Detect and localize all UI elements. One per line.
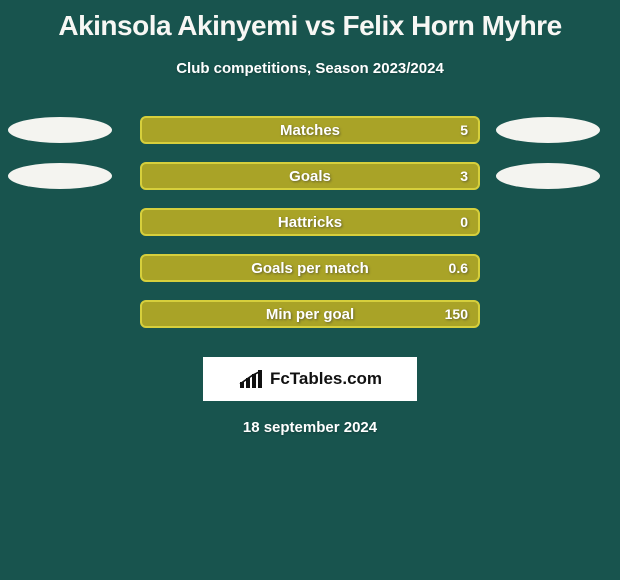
stat-label: Matches (280, 122, 340, 139)
stat-row: Goals per match 0.6 (0, 245, 620, 291)
stat-value: 0 (460, 214, 468, 230)
stat-label: Goals (289, 168, 331, 185)
stats-container: Matches 5 Goals 3 Hattricks 0 Goals per match 0… (0, 107, 620, 337)
bar-chart-icon (238, 368, 264, 390)
stat-row: Matches 5 (0, 107, 620, 153)
stat-row: Goals 3 (0, 153, 620, 199)
date-text: 18 september 2024 (0, 419, 620, 436)
stat-value: 5 (460, 122, 468, 138)
stat-label: Min per goal (266, 306, 354, 323)
brand-text: FcTables.com (270, 369, 382, 389)
stat-value: 3 (460, 168, 468, 184)
brand-badge: FcTables.com (203, 357, 417, 401)
comparison-card: Akinsola Akinyemi vs Felix Horn Myhre Cl… (0, 0, 620, 580)
player-left-marker (8, 163, 112, 189)
stat-bar: Matches 5 (140, 116, 480, 144)
stat-bar: Goals per match 0.6 (140, 254, 480, 282)
page-title: Akinsola Akinyemi vs Felix Horn Myhre (0, 0, 620, 42)
stat-label: Goals per match (251, 260, 369, 277)
subtitle: Club competitions, Season 2023/2024 (0, 60, 620, 77)
player-right-marker (496, 117, 600, 143)
stat-bar: Goals 3 (140, 162, 480, 190)
stat-label: Hattricks (278, 214, 342, 231)
stat-row: Hattricks 0 (0, 199, 620, 245)
stat-bar: Min per goal 150 (140, 300, 480, 328)
stat-bar: Hattricks 0 (140, 208, 480, 236)
player-left-marker (8, 117, 112, 143)
stat-value: 0.6 (449, 260, 468, 276)
stat-row: Min per goal 150 (0, 291, 620, 337)
player-right-marker (496, 163, 600, 189)
stat-value: 150 (445, 306, 468, 322)
